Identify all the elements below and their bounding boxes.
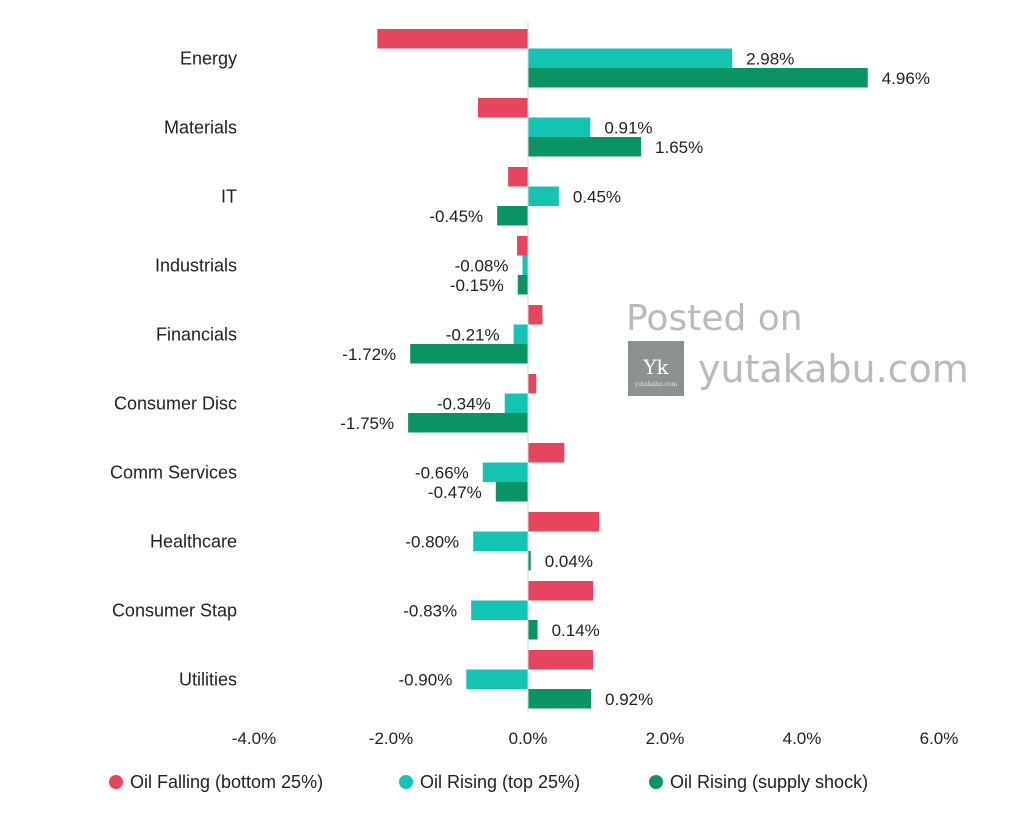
data-label: -0.83%	[403, 601, 457, 620]
bar-oil-rising	[528, 48, 733, 68]
category-label: Financials	[156, 324, 237, 344]
watermark-line1: Posted on	[626, 298, 803, 339]
data-label: -0.08%	[455, 256, 509, 275]
x-tick-label: 2.0%	[646, 729, 685, 748]
data-label: -0.21%	[446, 325, 500, 344]
bars-layer	[377, 29, 868, 709]
data-label: 0.14%	[552, 621, 600, 640]
category-label: Healthcare	[150, 531, 237, 551]
bar-oil-falling	[528, 512, 600, 532]
bar-oil-rising	[482, 462, 528, 482]
data-labels: 2.98%4.96%0.91%1.65%0.45%-0.45%-0.08%-0.…	[340, 49, 930, 709]
data-label: -0.80%	[405, 532, 459, 551]
logo-mark-text: Yk	[642, 355, 669, 379]
category-label: IT	[221, 186, 237, 206]
data-label: 4.96%	[882, 69, 930, 88]
watermark: Posted on Yk yutakabu.com yutakabu.com	[626, 298, 969, 396]
bar-oil-rising	[466, 669, 528, 689]
data-label: -0.47%	[428, 483, 482, 502]
data-label: -0.66%	[415, 463, 469, 482]
data-label: 2.98%	[746, 49, 794, 68]
data-label: 0.92%	[605, 690, 653, 709]
bar-oil-rising	[513, 324, 528, 344]
x-tick-label: 6.0%	[920, 729, 959, 748]
bar-supply-shock	[528, 551, 531, 571]
category-label: Energy	[180, 48, 237, 68]
category-label: Utilities	[179, 669, 237, 689]
category-label: Comm Services	[110, 462, 237, 482]
bar-supply-shock	[497, 206, 528, 226]
bar-oil-rising	[528, 186, 559, 206]
category-label: Industrials	[155, 255, 237, 275]
bar-oil-falling	[517, 236, 528, 256]
data-label: 0.45%	[573, 187, 621, 206]
x-tick-label: 4.0%	[783, 729, 822, 748]
x-axis-tick-labels: -4.0% -2.0% 0.0% 2.0% 4.0% 6.0%	[232, 729, 959, 748]
data-label: -0.45%	[429, 207, 483, 226]
bar-supply-shock	[495, 482, 528, 502]
x-tick-label: -4.0%	[232, 729, 276, 748]
data-label: -1.72%	[342, 345, 396, 364]
bar-oil-falling	[528, 650, 594, 670]
legend-label: Oil Falling (bottom 25%)	[130, 772, 323, 792]
data-label: -0.90%	[398, 670, 452, 689]
bar-oil-falling	[377, 29, 528, 49]
bar-oil-rising	[471, 600, 528, 620]
data-label: 0.91%	[604, 118, 652, 137]
bar-oil-falling	[528, 443, 565, 463]
bar-supply-shock	[528, 68, 868, 88]
logo-caption-text: yutakabu.com	[634, 381, 678, 388]
category-label: Consumer Disc	[114, 393, 237, 413]
legend-marker	[399, 775, 413, 789]
x-tick-label: 0.0%	[509, 729, 548, 748]
legend: Oil Falling (bottom 25%) Oil Rising (top …	[109, 772, 868, 792]
bar-oil-falling	[528, 374, 537, 394]
data-label: 1.65%	[655, 138, 703, 157]
legend-marker	[109, 775, 123, 789]
bar-supply-shock	[517, 275, 528, 295]
bar-supply-shock	[528, 137, 642, 157]
category-label: Materials	[164, 117, 237, 137]
bar-oil-falling	[528, 305, 543, 325]
bar-supply-shock	[528, 620, 538, 640]
legend-label: Oil Rising (top 25%)	[420, 772, 580, 792]
category-label: Consumer Stap	[112, 600, 237, 620]
legend-label: Oil Rising (supply shock)	[670, 772, 868, 792]
bar-supply-shock	[408, 413, 528, 433]
bar-supply-shock	[410, 344, 528, 364]
legend-marker	[649, 775, 663, 789]
watermark-line2: yutakabu.com	[698, 347, 969, 391]
data-label: 0.04%	[545, 552, 593, 571]
data-label: -0.15%	[450, 276, 504, 295]
bar-oil-rising	[504, 393, 528, 413]
category-labels: Energy Materials IT Industrials Financials Co…	[110, 48, 237, 689]
yutakabu-logo: Yk yutakabu.com	[628, 341, 684, 396]
bar-oil-falling	[508, 167, 528, 187]
bar-oil-rising	[528, 117, 591, 137]
bar-supply-shock	[528, 689, 592, 709]
data-label: -0.34%	[437, 394, 491, 413]
x-tick-label: -2.0%	[369, 729, 413, 748]
data-label: -1.75%	[340, 414, 394, 433]
bar-oil-rising	[522, 255, 528, 275]
bar-oil-rising	[473, 531, 528, 551]
bar-oil-falling	[528, 581, 594, 601]
bar-oil-falling	[477, 98, 528, 118]
